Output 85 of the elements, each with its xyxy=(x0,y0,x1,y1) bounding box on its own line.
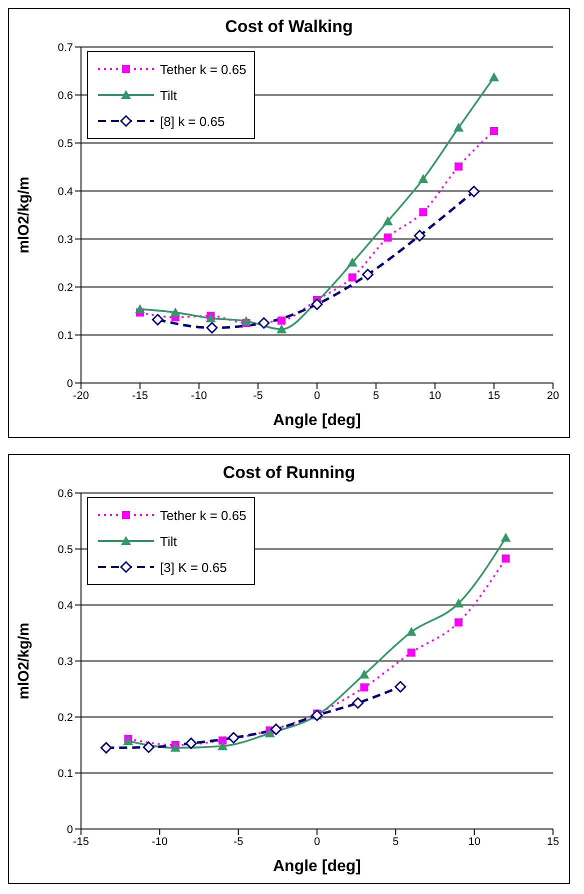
y-tick-label: 0 xyxy=(66,824,73,836)
point xyxy=(264,728,275,738)
point xyxy=(360,683,368,692)
point xyxy=(270,724,282,736)
y-tick-label: 0 xyxy=(66,378,73,390)
point xyxy=(152,314,164,326)
point xyxy=(185,738,197,750)
point xyxy=(123,736,134,746)
point xyxy=(418,174,428,183)
x-tick-label: 15 xyxy=(546,836,560,848)
y-tick-label: 0.5 xyxy=(58,138,73,150)
legend-label: [8] k = 0.65 xyxy=(160,114,225,128)
x-tick-label: 5 xyxy=(392,836,399,848)
x-axis-title: Angle [deg] xyxy=(273,858,361,875)
point xyxy=(206,313,216,322)
point xyxy=(382,216,393,226)
y-tick-label: 0.3 xyxy=(58,656,73,668)
legend-label: Tether k = 0.65 xyxy=(160,62,246,76)
point xyxy=(454,618,463,626)
point xyxy=(500,532,511,542)
chart-title: Cost of Walking xyxy=(224,16,354,37)
point xyxy=(414,230,426,242)
point xyxy=(359,669,370,678)
y-axis-title: mlO2/kg/m xyxy=(15,622,32,700)
x-tick-label: -5 xyxy=(253,390,263,402)
chart-title: Cost of Running xyxy=(222,462,356,483)
point xyxy=(352,697,364,709)
x-tick-label: 5 xyxy=(372,390,380,402)
x-tick-label: 0 xyxy=(314,836,320,848)
x-tick-label: -10 xyxy=(152,836,168,848)
y-tick-label: 0.7 xyxy=(58,42,73,54)
point xyxy=(258,317,270,329)
point xyxy=(454,598,464,608)
point xyxy=(454,162,463,171)
point xyxy=(384,234,392,242)
point xyxy=(100,742,112,754)
x-tick-label: 10 xyxy=(468,836,480,848)
point xyxy=(276,324,287,334)
x-tick-label: -5 xyxy=(233,836,244,848)
point xyxy=(142,741,154,753)
point xyxy=(502,554,510,563)
y-tick-label: 0.1 xyxy=(58,768,73,780)
point xyxy=(135,304,145,314)
point xyxy=(348,273,356,282)
point xyxy=(347,258,358,267)
x-tick-label: -20 xyxy=(73,390,89,402)
x-tick-label: 20 xyxy=(546,390,560,402)
point xyxy=(170,307,180,316)
point xyxy=(406,626,416,636)
y-tick-label: 0.4 xyxy=(58,600,73,612)
y-tick-label: 0.6 xyxy=(58,488,73,500)
legend-label: Tilt xyxy=(160,534,177,548)
y-tick-label: 0.2 xyxy=(58,282,73,294)
x-axis-title: Angle [deg] xyxy=(273,412,361,429)
x-tick-label: 15 xyxy=(488,390,500,402)
point xyxy=(490,127,498,135)
point xyxy=(228,732,240,744)
y-tick-label: 0.2 xyxy=(58,712,73,724)
point xyxy=(311,298,323,310)
point xyxy=(407,648,416,657)
y-tick-label: 0.5 xyxy=(58,544,73,556)
x-tick-label: -15 xyxy=(132,390,148,402)
y-tick-label: 0.3 xyxy=(58,234,73,246)
point xyxy=(419,208,428,216)
y-tick-label: 0.6 xyxy=(58,90,73,102)
legend-label: [3] K = 0.65 xyxy=(160,560,227,574)
point xyxy=(218,741,228,750)
legend-label: Tilt xyxy=(160,88,177,102)
point xyxy=(206,322,218,334)
y-axis-title: mlO2/kg/m xyxy=(15,176,32,254)
point xyxy=(362,268,374,280)
x-tick-label: -15 xyxy=(73,836,89,848)
point xyxy=(394,681,406,693)
point xyxy=(170,742,180,752)
point xyxy=(278,316,286,325)
legend-label: Tether k = 0.65 xyxy=(160,508,246,522)
point xyxy=(454,122,464,132)
x-tick-label: -10 xyxy=(191,390,207,402)
x-tick-label: 10 xyxy=(428,390,442,402)
point xyxy=(241,316,252,326)
y-tick-label: 0.1 xyxy=(58,330,73,342)
point xyxy=(489,72,499,82)
x-tick-label: 0 xyxy=(314,390,320,402)
point xyxy=(468,186,480,198)
y-tick-label: 0.4 xyxy=(58,186,73,198)
